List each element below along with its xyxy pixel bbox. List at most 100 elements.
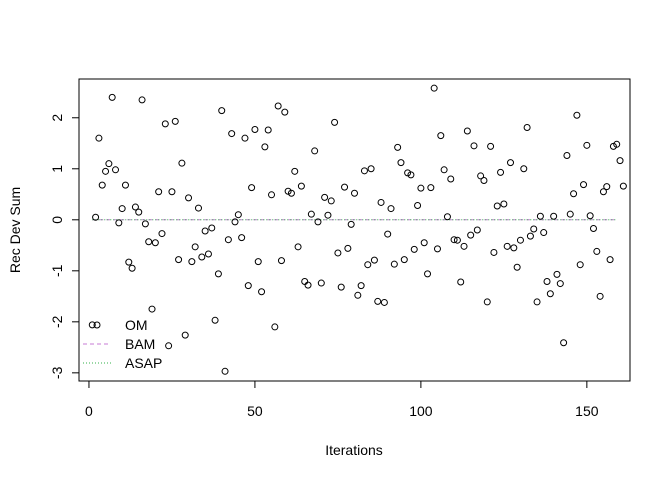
data-point (589, 224, 597, 232)
data-point (178, 159, 186, 167)
data-point (211, 316, 219, 324)
data-point (241, 134, 249, 142)
data-point (523, 123, 531, 131)
data-point (218, 107, 226, 115)
x-axis-label: Iterations (325, 442, 383, 458)
data-point (228, 130, 236, 138)
data-point (493, 202, 501, 210)
data-point (258, 288, 266, 296)
data-point (185, 194, 193, 202)
data-point (536, 212, 544, 220)
data-point (619, 182, 627, 190)
data-point (437, 132, 445, 140)
data-point (550, 212, 558, 220)
data-point (155, 188, 163, 196)
data-point (487, 142, 495, 150)
data-point (151, 239, 159, 247)
data-point (88, 321, 96, 329)
data-point (410, 245, 418, 253)
data-point (314, 218, 322, 226)
data-point (357, 282, 365, 290)
data-point (556, 280, 564, 288)
data-point (360, 167, 368, 175)
data-point (108, 93, 116, 101)
data-point (188, 258, 196, 266)
data-point (510, 244, 518, 252)
data-point (208, 224, 216, 232)
data-point (181, 331, 189, 339)
data-point (387, 205, 395, 213)
data-point (384, 230, 392, 238)
data-point (141, 220, 149, 228)
y-axis: -3 -2 -1 0 1 2 (49, 114, 80, 379)
y-tick-label: 2 (49, 114, 65, 122)
data-point (374, 297, 382, 305)
data-point (244, 282, 252, 290)
data-point (145, 238, 153, 246)
legend-marker-om (93, 321, 101, 329)
data-point (543, 278, 551, 286)
data-point (341, 183, 349, 191)
data-point (331, 118, 339, 126)
data-point (281, 108, 289, 116)
data-point (586, 212, 594, 220)
data-point (603, 183, 611, 191)
data-point (477, 172, 485, 180)
data-point (334, 249, 342, 257)
data-point (520, 165, 528, 173)
data-point (201, 227, 209, 235)
data-point (175, 256, 183, 264)
data-point (324, 211, 332, 219)
data-point (530, 225, 538, 233)
data-point (563, 152, 571, 160)
data-point (553, 270, 561, 278)
data-point (165, 342, 173, 350)
data-point (138, 96, 146, 104)
data-point (251, 126, 259, 134)
legend-label-om: OM (125, 317, 148, 333)
x-tick-label: 50 (247, 403, 263, 419)
legend: OM BAM ASAP (83, 317, 162, 371)
data-point (450, 236, 458, 244)
data-point (168, 188, 176, 196)
data-points (88, 84, 627, 375)
data-point (274, 102, 282, 110)
data-point (131, 203, 139, 211)
data-point (311, 147, 319, 155)
data-point (507, 159, 515, 167)
data-point (380, 298, 388, 306)
data-point (483, 298, 491, 306)
x-tick-label: 100 (409, 403, 433, 419)
data-point (254, 258, 262, 266)
data-point (297, 182, 305, 190)
data-point (221, 367, 229, 375)
data-point (105, 160, 113, 168)
data-point (231, 218, 239, 226)
x-tick-label: 150 (575, 403, 599, 419)
data-point (430, 84, 438, 92)
data-point (540, 229, 548, 237)
legend-label-bam: BAM (125, 336, 155, 352)
data-point (370, 256, 378, 264)
data-point (344, 244, 352, 252)
data-point (287, 189, 295, 197)
data-point (490, 248, 498, 256)
data-point (596, 292, 604, 300)
data-point (125, 258, 133, 266)
data-point (526, 232, 534, 240)
data-point (457, 278, 465, 286)
data-point (204, 250, 212, 258)
data-point (291, 167, 299, 175)
data-point (417, 184, 425, 192)
data-point (447, 175, 455, 183)
data-point (301, 278, 309, 286)
data-point (351, 189, 358, 197)
data-point (480, 177, 488, 185)
data-point (593, 247, 601, 255)
data-point (503, 242, 511, 250)
data-point (264, 126, 272, 134)
data-point (516, 236, 524, 244)
data-point (95, 134, 103, 142)
data-point (440, 166, 448, 174)
